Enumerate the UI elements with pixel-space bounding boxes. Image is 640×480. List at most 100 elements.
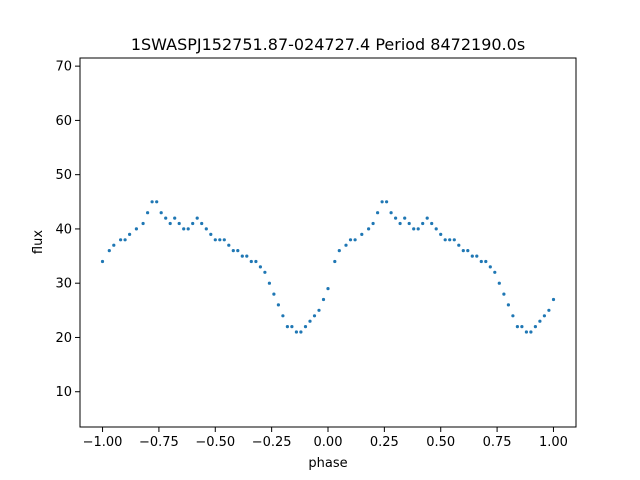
- data-point: [551, 297, 556, 302]
- data-point: [213, 238, 217, 242]
- data-point: [317, 308, 321, 312]
- data-point: [407, 221, 411, 226]
- data-point: [461, 249, 465, 253]
- data-point: [520, 325, 524, 329]
- data-point: [218, 238, 222, 242]
- data-point: [164, 216, 168, 220]
- data-point: [389, 211, 393, 215]
- data-point: [281, 314, 285, 318]
- data-point: [371, 221, 375, 226]
- data-point: [245, 254, 249, 258]
- data-point: [398, 221, 402, 226]
- data-point: [394, 216, 398, 220]
- x-tick-label: 0.00: [314, 435, 343, 450]
- data-point: [321, 297, 326, 302]
- data-point: [443, 238, 447, 242]
- data-point: [421, 221, 425, 226]
- data-point: [267, 281, 271, 285]
- data-point: [360, 232, 364, 236]
- data-point: [353, 238, 357, 242]
- data-point: [488, 265, 492, 269]
- y-axis: 10 20 30 40 50 60 70: [55, 60, 80, 400]
- data-point: [479, 259, 483, 264]
- data-point: [538, 319, 542, 323]
- data-point: [547, 308, 551, 312]
- data-point: [112, 243, 116, 247]
- data-point: [502, 292, 506, 296]
- y-tick-label: 20: [55, 331, 72, 346]
- data-point: [222, 238, 226, 242]
- data-point: [425, 216, 429, 220]
- y-tick-label: 60: [55, 114, 72, 129]
- data-point: [186, 227, 190, 231]
- data-point: [326, 287, 330, 291]
- data-point: [529, 330, 533, 334]
- data-point: [484, 259, 488, 264]
- y-axis-label: flux: [31, 230, 46, 254]
- data-point: [475, 254, 479, 258]
- data-point: [276, 303, 280, 307]
- y-tick-label: 30: [55, 277, 72, 292]
- data-point: [146, 211, 150, 215]
- data-point: [107, 249, 111, 253]
- x-tick-label: 0.50: [426, 435, 455, 450]
- data-point: [182, 227, 186, 231]
- data-point: [236, 249, 240, 253]
- data-point: [141, 221, 145, 226]
- data-point: [272, 292, 276, 296]
- data-point: [177, 221, 181, 226]
- data-point: [439, 232, 443, 236]
- data-point: [299, 330, 303, 334]
- y-tick-label: 70: [55, 60, 72, 75]
- data-point: [497, 281, 501, 285]
- data-point: [376, 211, 380, 215]
- data-point: [240, 254, 244, 258]
- data-point: [123, 238, 127, 242]
- data-point: [434, 227, 438, 231]
- data-point: [385, 200, 389, 204]
- x-axis: −1.00 −0.75 −0.50 −0.25 0.00 0.25 0.50 0.75 1.00: [83, 427, 568, 450]
- y-tick-label: 10: [55, 385, 72, 400]
- data-point: [231, 249, 235, 253]
- data-point: [416, 227, 420, 231]
- data-point: [168, 221, 172, 226]
- y-tick-label: 50: [55, 168, 72, 183]
- data-point: [159, 211, 163, 215]
- data-point: [200, 221, 204, 226]
- data-point: [515, 325, 520, 329]
- x-axis-label: phase: [308, 456, 347, 471]
- data-point: [173, 216, 177, 220]
- data-point: [533, 325, 538, 329]
- data-point: [493, 270, 497, 274]
- data-point: [128, 232, 132, 236]
- data-point: [452, 238, 456, 242]
- data-point: [337, 249, 341, 253]
- data-point: [290, 325, 294, 329]
- data-point: [448, 238, 452, 242]
- data-point: [254, 259, 258, 264]
- x-tick-label: −0.50: [195, 435, 235, 450]
- data-point: [457, 243, 461, 247]
- data-point: [150, 200, 154, 204]
- data-point: [348, 238, 353, 242]
- data-point: [227, 243, 231, 247]
- scatter-points: [100, 200, 556, 334]
- x-tick-label: 1.00: [539, 435, 568, 450]
- data-point: [249, 259, 253, 264]
- data-point: [412, 227, 416, 231]
- data-point: [258, 265, 262, 269]
- x-tick-label: −0.25: [252, 435, 292, 450]
- data-point: [195, 216, 199, 220]
- data-point: [134, 227, 138, 231]
- x-tick-label: 0.25: [370, 435, 399, 450]
- data-point: [542, 314, 547, 318]
- data-point: [191, 221, 195, 226]
- data-point: [263, 270, 267, 274]
- x-tick-label: −0.75: [139, 435, 179, 450]
- data-point: [506, 303, 510, 307]
- x-tick-label: −1.00: [83, 435, 123, 450]
- data-point: [303, 325, 308, 329]
- data-point: [204, 227, 208, 231]
